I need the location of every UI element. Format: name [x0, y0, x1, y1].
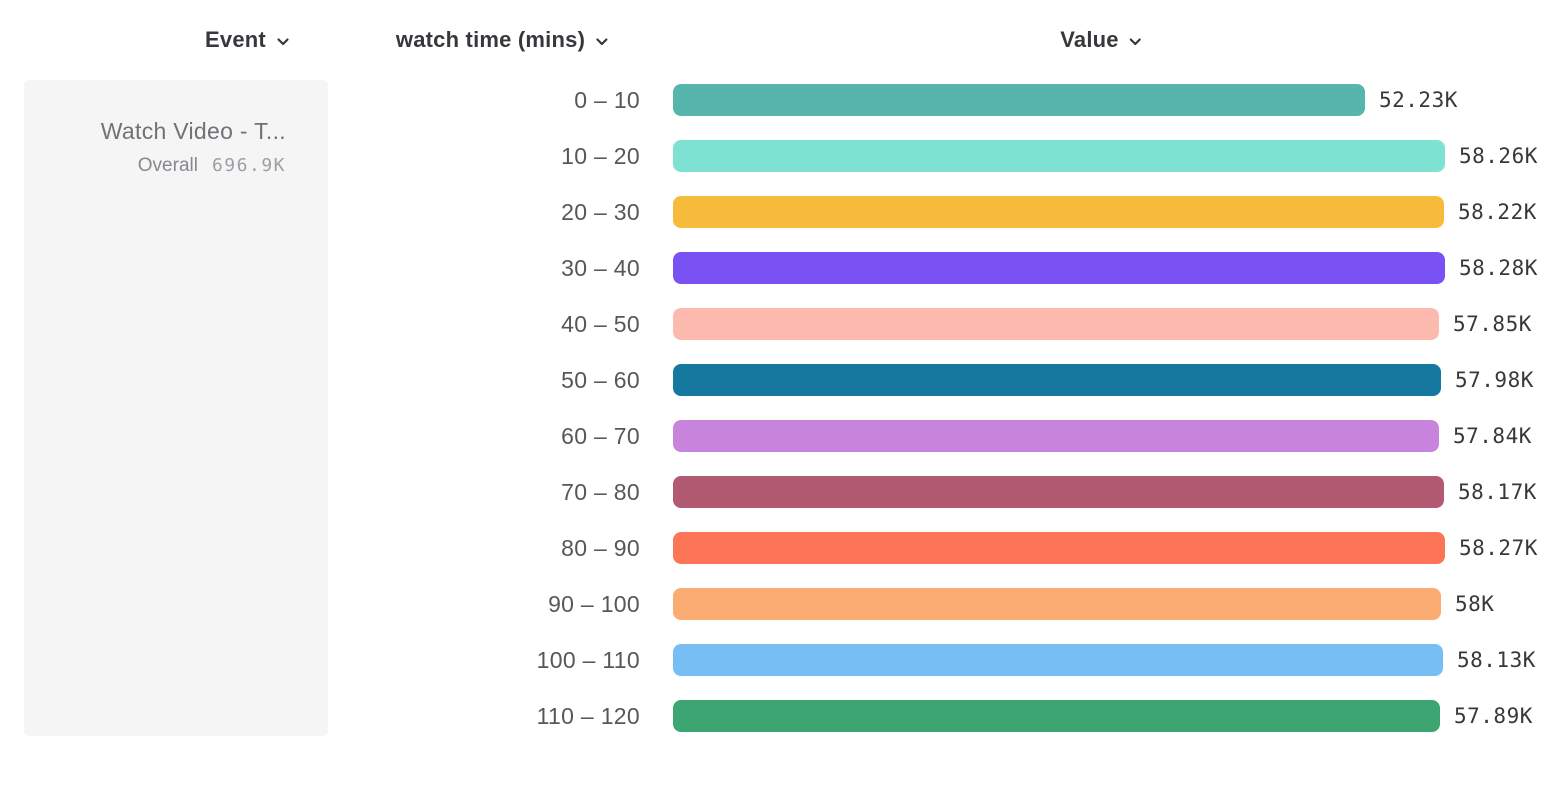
- category-label: 70 – 80: [561, 478, 640, 505]
- category-label: 0 – 10: [574, 86, 640, 113]
- bar-chart: 0 – 10 52.23K 10 – 20 58.26K 20 – 30 58.…: [0, 72, 1568, 744]
- overall-value: 696.9K: [211, 155, 286, 176]
- bar[interactable]: [673, 364, 1441, 396]
- value-label: 57.84K: [1453, 424, 1532, 448]
- overall-label: Overall: [137, 155, 198, 176]
- category-label: 50 – 60: [561, 366, 640, 393]
- value-label: 58.27K: [1459, 536, 1538, 560]
- chevron-down-icon: [1130, 37, 1142, 45]
- bar[interactable]: [673, 532, 1445, 564]
- event-column-header[interactable]: Event: [205, 27, 291, 53]
- value-label: 58.22K: [1458, 200, 1537, 224]
- category-label: 20 – 30: [561, 198, 640, 225]
- value-label: 52.23K: [1379, 88, 1458, 112]
- chevron-down-icon: [596, 37, 608, 45]
- chart-row: 80 – 90 58.27K: [0, 520, 1568, 576]
- bar[interactable]: [673, 308, 1439, 340]
- bar[interactable]: [673, 252, 1445, 284]
- value-label: 58.26K: [1459, 144, 1538, 168]
- chevron-down-icon: [277, 37, 289, 45]
- value-column-label: Value: [1060, 27, 1119, 52]
- event-title: Watch Video - T...: [100, 118, 286, 144]
- value-label: 57.85K: [1453, 312, 1532, 336]
- breakdown-column-label: watch time (mins): [395, 27, 586, 52]
- value-label: 58K: [1455, 592, 1495, 616]
- breakdown-column-header[interactable]: watch time (mins): [396, 27, 610, 53]
- overall-row: Overall 696.9K: [40, 153, 286, 180]
- value-label: 58.28K: [1459, 256, 1538, 280]
- event-card[interactable]: Watch Video - T... Overall 696.9K: [24, 80, 328, 736]
- chart-row: 100 – 110 58.13K: [0, 632, 1568, 688]
- value-label: 58.13K: [1457, 648, 1536, 672]
- bar[interactable]: [673, 140, 1445, 172]
- value-label: 57.98K: [1455, 368, 1534, 392]
- category-label: 40 – 50: [561, 310, 640, 337]
- chart-row: 70 – 80 58.17K: [0, 464, 1568, 520]
- category-label: 60 – 70: [561, 422, 640, 449]
- bar[interactable]: [673, 84, 1365, 116]
- chart-row: 60 – 70 57.84K: [0, 408, 1568, 464]
- bar[interactable]: [673, 196, 1444, 228]
- category-label: 10 – 20: [561, 142, 640, 169]
- bar[interactable]: [673, 700, 1440, 732]
- bar[interactable]: [673, 588, 1441, 620]
- category-label: 30 – 40: [561, 254, 640, 281]
- category-label: 90 – 100: [548, 590, 640, 617]
- chart-row: 0 – 10 52.23K: [0, 72, 1568, 128]
- chart-row: 110 – 120 57.89K: [0, 688, 1568, 744]
- category-label: 80 – 90: [561, 534, 640, 561]
- value-label: 57.89K: [1454, 704, 1533, 728]
- bar[interactable]: [673, 476, 1444, 508]
- category-label: 100 – 110: [536, 646, 640, 673]
- chart-row: 20 – 30 58.22K: [0, 184, 1568, 240]
- bar[interactable]: [673, 644, 1443, 676]
- category-label: 110 – 120: [536, 702, 640, 729]
- chart-row: 90 – 100 58K: [0, 576, 1568, 632]
- value-label: 58.17K: [1458, 480, 1537, 504]
- chart-row: 40 – 50 57.85K: [0, 296, 1568, 352]
- chart-row: 50 – 60 57.98K: [0, 352, 1568, 408]
- value-column-header[interactable]: Value: [1060, 27, 1143, 53]
- chart-row: 10 – 20 58.26K: [0, 128, 1568, 184]
- chart-row: 30 – 40 58.28K: [0, 240, 1568, 296]
- event-column-label: Event: [205, 27, 266, 52]
- bar[interactable]: [673, 420, 1439, 452]
